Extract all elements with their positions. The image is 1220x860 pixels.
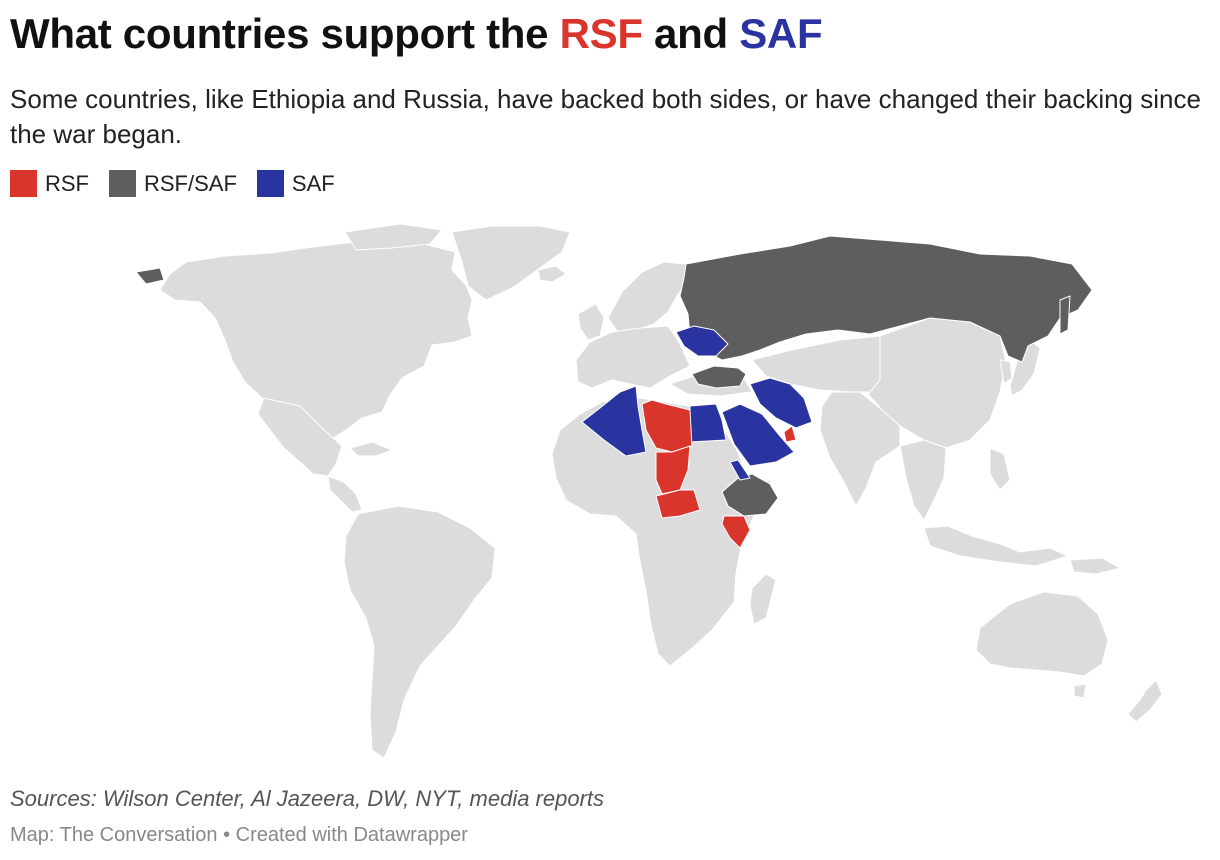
country-uae bbox=[783, 425, 797, 443]
legend-item-saf: SAF bbox=[256, 170, 335, 197]
country-sakhalin bbox=[1059, 295, 1071, 335]
credit-note: Map: The Conversation • Created with Dat… bbox=[10, 824, 468, 846]
country-chad bbox=[655, 445, 691, 495]
country-south-asia bbox=[819, 391, 901, 507]
country-egypt bbox=[689, 403, 727, 443]
country-new-zealand bbox=[1127, 679, 1163, 723]
chart-subtitle: Some countries, like Ethiopia and Russia… bbox=[10, 84, 1201, 149]
country-africa bbox=[551, 397, 773, 667]
title-middle: and bbox=[642, 10, 740, 57]
country-libya bbox=[641, 399, 693, 453]
country-australia bbox=[975, 591, 1109, 677]
title-prefix: What countries support the bbox=[10, 10, 560, 57]
legend-swatch-saf bbox=[256, 170, 284, 197]
country-mexico bbox=[257, 397, 343, 477]
legend-label-saf: SAF bbox=[291, 170, 335, 196]
country-kenya bbox=[721, 515, 751, 549]
country-russia-alaska-edge bbox=[135, 267, 165, 285]
legend-swatch-rsf-saf bbox=[109, 170, 136, 197]
country-cuba bbox=[349, 441, 393, 457]
country-iran bbox=[749, 377, 813, 429]
country-madagascar bbox=[749, 573, 777, 625]
legend-label-rsf-saf: RSF/SAF bbox=[144, 170, 237, 196]
country-central-america bbox=[327, 475, 363, 513]
country-tasmania bbox=[1073, 683, 1087, 699]
legend-item-rsf: RSF bbox=[10, 170, 89, 197]
source-note: Sources: Wilson Center, Al Jazeera, DW, … bbox=[10, 786, 605, 811]
country-turkey bbox=[691, 365, 747, 389]
country-arctic-islands bbox=[344, 223, 443, 251]
country-indonesia bbox=[923, 525, 1069, 567]
country-south-america bbox=[343, 505, 496, 759]
legend-item-rsf-saf: RSF/SAF bbox=[109, 170, 237, 197]
country-papua bbox=[1069, 557, 1121, 575]
title-saf: SAF bbox=[739, 10, 823, 57]
world-map bbox=[135, 223, 1163, 759]
country-ukraine bbox=[675, 325, 729, 357]
country-eritrea bbox=[729, 459, 751, 481]
legend-swatch-rsf bbox=[10, 170, 37, 197]
country-algeria bbox=[581, 385, 647, 457]
country-philippines bbox=[989, 447, 1011, 491]
legend-label-rsf: RSF bbox=[45, 170, 89, 196]
country-saudi-arabia bbox=[721, 403, 795, 467]
country-southeast-asia bbox=[899, 439, 947, 521]
chart-title: What countries support the RSF and SAF bbox=[10, 10, 823, 58]
legend: RSF RSF/SAF SAF bbox=[10, 170, 355, 197]
country-scandinavia bbox=[607, 261, 693, 333]
country-uk bbox=[577, 303, 605, 341]
country-central-african-republic bbox=[655, 489, 701, 519]
title-rsf: RSF bbox=[559, 10, 643, 57]
country-greenland bbox=[451, 225, 571, 301]
country-iceland bbox=[537, 265, 567, 283]
country-europe-mainland bbox=[575, 325, 691, 389]
country-north-america bbox=[159, 239, 473, 446]
